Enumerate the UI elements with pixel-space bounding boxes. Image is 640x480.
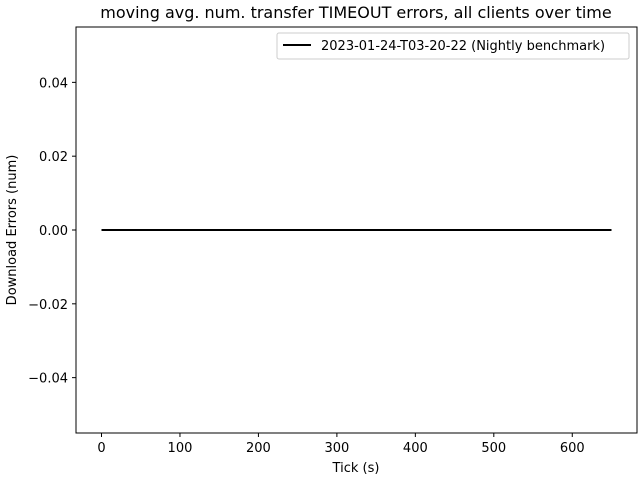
x-tick-label: 0 [97,441,105,456]
legend: 2023-01-24-T03-20-22 (Nightly benchmark) [276,32,630,60]
x-tick-label: 100 [168,441,193,456]
plot-area: 0 100 200 300 400 500 600 −0.04 −0.02 0.00 0.02 0.0… [28,26,638,456]
y-tick-label: 0.02 [39,150,68,165]
x-tick-label: 600 [560,441,585,456]
x-axis-label: Tick (s) [332,461,380,476]
legend-box [276,32,630,60]
axes-frame [75,26,638,434]
y-axis-label: Download Errors (num) [5,155,20,306]
x-tick-label: 500 [481,441,506,456]
chart-title: moving avg. num. transfer TIMEOUT errors… [100,3,611,22]
x-tick-label: 400 [403,441,428,456]
y-tick-label: 0.00 [39,224,68,239]
legend-label: 2023-01-24-T03-20-22 (Nightly benchmark) [321,39,605,54]
y-tick-label: −0.04 [28,372,68,387]
y-tick-label: 0.04 [39,76,68,91]
x-tick-label: 200 [246,441,271,456]
y-tick-label: −0.02 [28,298,68,313]
x-tick-label: 300 [324,441,349,456]
